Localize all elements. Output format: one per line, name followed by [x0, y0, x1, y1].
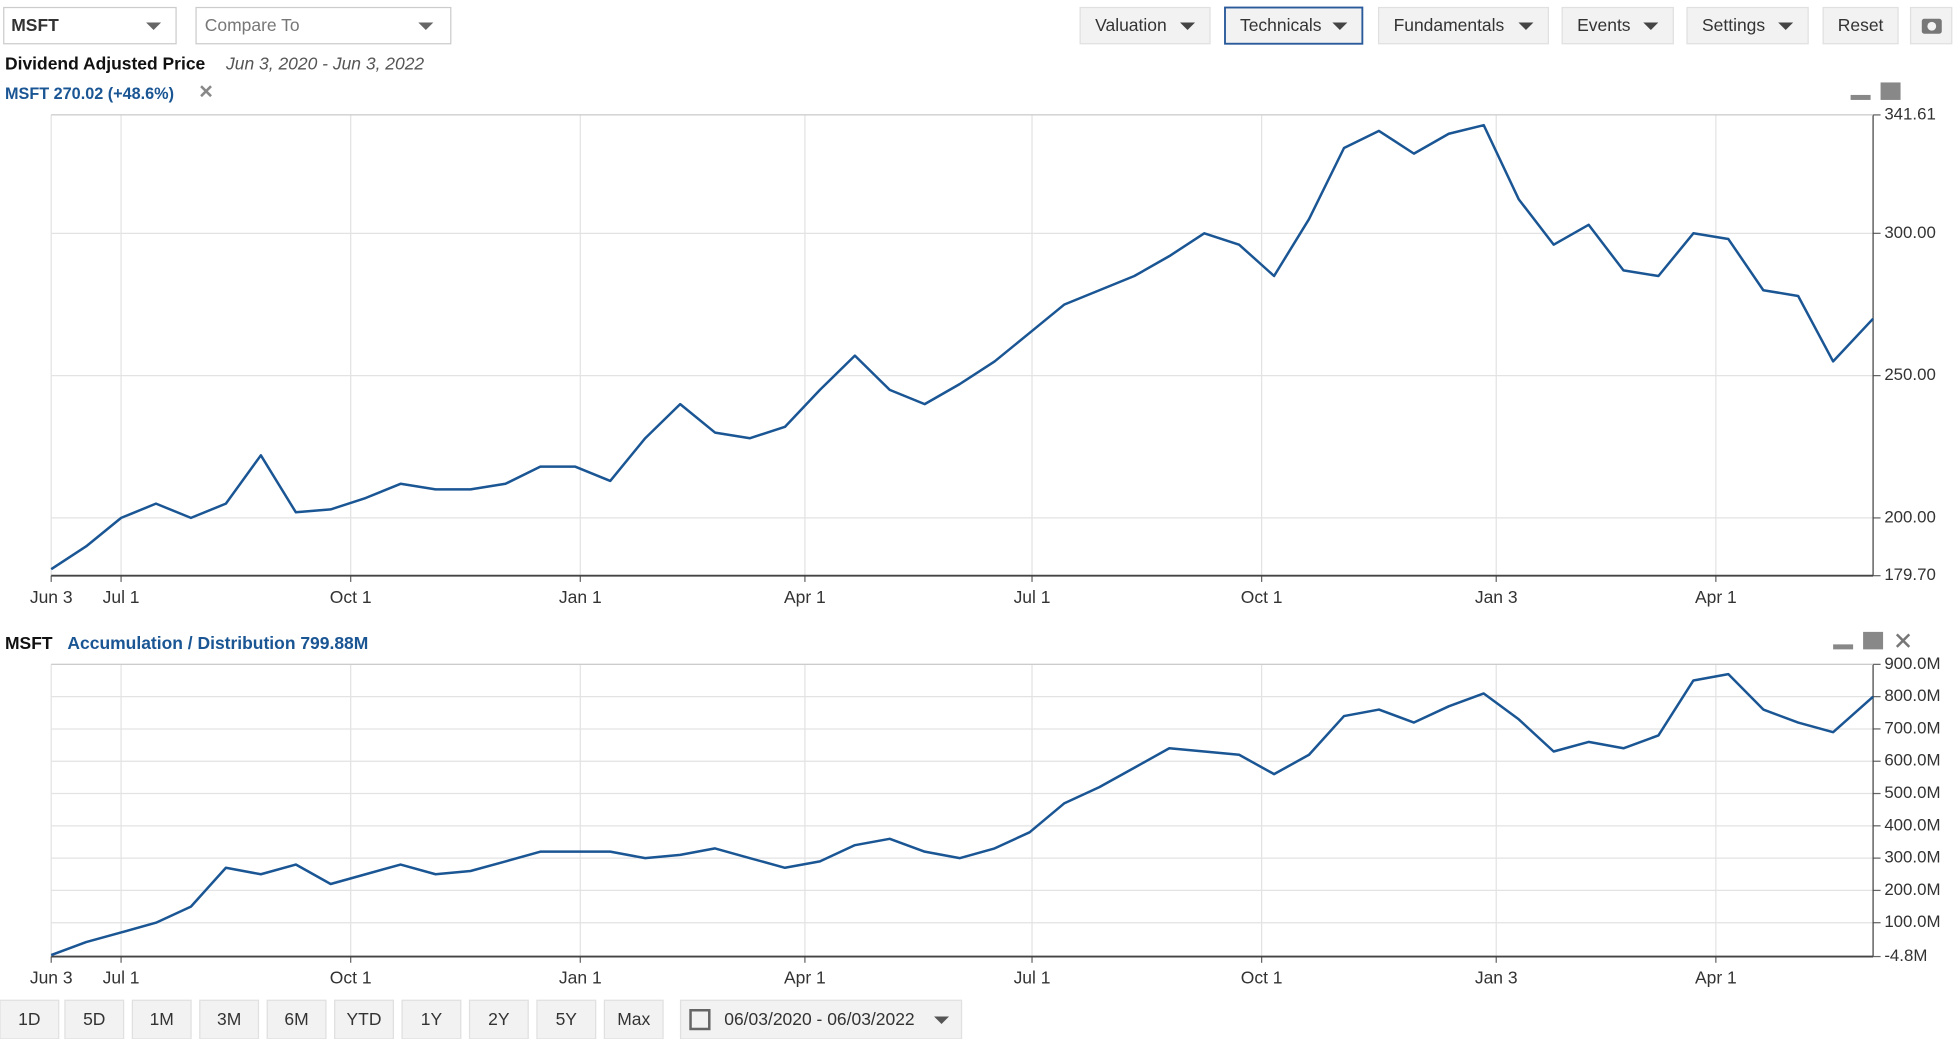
menu-label: Technicals — [1240, 15, 1322, 35]
range-button[interactable] — [603, 999, 664, 1039]
range-button[interactable] — [468, 999, 529, 1039]
camera-lens — [1927, 21, 1937, 31]
date-range-box[interactable] — [679, 999, 963, 1039]
dropdown-arrow — [418, 22, 434, 30]
x-tick-label: Jul 1 — [103, 968, 140, 988]
minimize-icon[interactable] — [1833, 644, 1854, 650]
x-tick-label: Oct 1 — [330, 587, 372, 607]
calendar-icon — [689, 1009, 711, 1031]
range-button[interactable] — [131, 999, 192, 1039]
range-label: 6M — [284, 1009, 308, 1029]
range-button[interactable] — [334, 999, 394, 1039]
dropdown-arrow — [1778, 22, 1794, 30]
range-label: 5Y — [556, 1009, 578, 1029]
menu-label: Events — [1577, 15, 1631, 35]
series-line — [50, 123, 1874, 571]
y-tick-label: -4.8M — [1884, 946, 1927, 965]
y-tick-label: 250.00 — [1884, 365, 1936, 384]
range-button[interactable] — [536, 999, 597, 1039]
remove-series-icon[interactable] — [200, 85, 212, 98]
panel-icons — [200, 82, 1911, 650]
chart-subtitle: Jun 3, 2020 - Jun 3, 2022 — [225, 54, 424, 74]
range-label: Max — [617, 1009, 650, 1029]
y-tick-label: 400.0M — [1884, 815, 1940, 834]
x-tick-label: Jun 3 — [30, 968, 73, 988]
range-label: 2Y — [488, 1009, 510, 1029]
y-tick-label: 900.0M — [1884, 654, 1940, 673]
x-tick-label: Apr 1 — [1695, 587, 1737, 607]
range-button[interactable] — [266, 999, 327, 1039]
symbol: MSFT — [11, 15, 59, 35]
y-tick-label: 200.00 — [1884, 507, 1936, 526]
y-tick-label: 300.00 — [1884, 223, 1936, 242]
y-tick-label: 341.61 — [1884, 104, 1936, 123]
date-range: 06/03/2020 - 06/03/2022 — [724, 1009, 914, 1029]
x-tick-label: Jun 3 — [30, 587, 73, 607]
y-tick-label: 100.0M — [1884, 912, 1940, 931]
maximize-icon[interactable] — [1880, 82, 1901, 100]
dropdown-arrow — [1180, 22, 1196, 30]
range-label: 1M — [150, 1009, 174, 1029]
y-tick-label: 700.0M — [1884, 718, 1940, 737]
y-tick-label: 300.0M — [1884, 848, 1940, 867]
dropdown-arrow — [1643, 22, 1659, 30]
x-tick-label: Jan 1 — [559, 968, 602, 988]
close-icon[interactable] — [1895, 633, 1911, 648]
y-tick-label: 800.0M — [1884, 686, 1940, 705]
y-tick-label: 200.0M — [1884, 880, 1940, 899]
reset-label: Reset — [1838, 15, 1884, 35]
x-tick-label: Oct 1 — [1241, 587, 1283, 607]
y-tick-label: 600.0M — [1884, 751, 1940, 770]
x-tick-label: Jan 1 — [559, 587, 602, 607]
range-label: 3M — [217, 1009, 241, 1029]
compare-box[interactable] — [195, 6, 452, 45]
range-label: YTD — [347, 1009, 382, 1029]
dropdown-arrow — [146, 22, 162, 30]
x-tick-label: Apr 1 — [1695, 968, 1737, 988]
dropdown-arrow — [1332, 22, 1348, 30]
menu-label: Valuation — [1095, 15, 1167, 35]
x-tick-label: Oct 1 — [1241, 968, 1283, 988]
menu-button[interactable] — [1377, 6, 1550, 45]
symbol-box[interactable] — [3, 6, 177, 45]
minimize-icon[interactable] — [1850, 94, 1871, 100]
x-tick-label: Jul 1 — [103, 587, 140, 607]
y-tick-label: 179.70 — [1884, 565, 1936, 584]
y-tick-label: 500.0M — [1884, 783, 1940, 802]
dropdown-arrow — [934, 1016, 950, 1024]
menu-label: Settings — [1702, 15, 1765, 35]
range-label: 1Y — [421, 1009, 443, 1029]
x-tick-label: Apr 1 — [784, 587, 826, 607]
x-tick-label: Jul 1 — [1014, 587, 1051, 607]
chart-title: MSFT — [5, 633, 53, 653]
legend-entry[interactable]: MSFT 270.02 (+48.6%) — [5, 85, 174, 103]
compare: Compare To — [205, 15, 300, 35]
legend-entry[interactable]: Accumulation / Distribution 799.88M — [67, 633, 368, 653]
x-tick-label: Jan 3 — [1475, 587, 1518, 607]
chart-title: Dividend Adjusted Price — [5, 54, 206, 74]
x-tick-label: Jul 1 — [1014, 968, 1051, 988]
x-tick-label: Apr 1 — [784, 968, 826, 988]
reset-button[interactable] — [1822, 6, 1899, 45]
dropdown-arrow — [1518, 22, 1534, 30]
menu-label: Fundamentals — [1394, 15, 1505, 35]
series-line — [50, 672, 1874, 957]
range-label: 5D — [83, 1009, 105, 1029]
range-button[interactable] — [64, 999, 125, 1039]
maximize-icon[interactable] — [1863, 631, 1884, 650]
x-tick-label: Oct 1 — [330, 968, 372, 988]
range-label: 1D — [18, 1009, 40, 1029]
x-tick-label: Jan 3 — [1475, 968, 1518, 988]
